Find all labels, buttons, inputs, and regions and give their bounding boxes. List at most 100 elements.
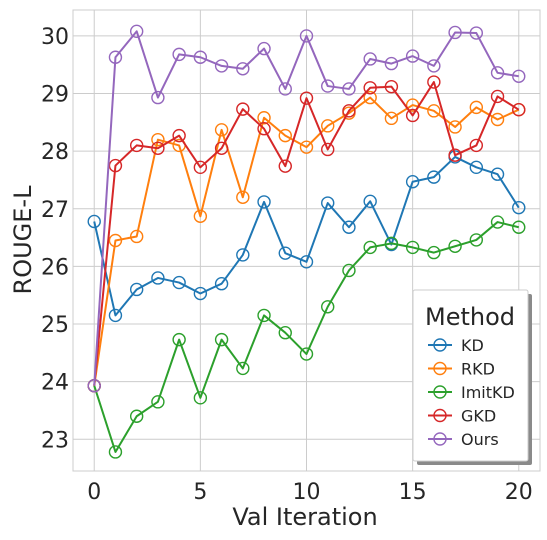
y-tick-label: 23	[41, 428, 69, 453]
data-point-gkd	[278, 159, 292, 173]
data-point-ours	[405, 49, 420, 63]
data-point-ours	[427, 59, 441, 73]
y-tick-label: 27	[41, 198, 69, 223]
data-point-kd	[427, 170, 441, 184]
data-point-rkd	[363, 90, 377, 105]
series-line-rkd	[93, 96, 520, 386]
legend-item-rkd: RKD	[428, 360, 495, 379]
data-point-imitkd	[448, 239, 462, 253]
data-point-ours	[384, 56, 399, 71]
data-point-ours	[448, 25, 462, 40]
data-point-imitkd	[490, 215, 505, 229]
data-point-ours	[299, 29, 314, 43]
legend-title: Method	[425, 303, 515, 331]
data-point-gkd	[321, 142, 335, 157]
data-point-rkd	[448, 120, 462, 134]
legend-item-gkd: GKD	[428, 407, 496, 426]
data-point-ours	[129, 24, 144, 39]
data-point-imitkd	[321, 300, 335, 314]
data-point-kd	[363, 194, 377, 209]
legend-marker-gkd	[433, 408, 447, 423]
data-point-kd	[469, 160, 484, 175]
data-point-kd	[490, 167, 505, 181]
data-point-gkd	[129, 138, 144, 153]
x-tick-label: 5	[193, 480, 207, 505]
series-line-ours	[93, 30, 519, 386]
data-point-ours	[278, 82, 292, 96]
data-point-rkd	[236, 190, 250, 204]
data-point-kd	[236, 248, 250, 262]
data-point-gkd	[405, 108, 420, 123]
data-point-ours	[193, 50, 208, 64]
data-point-kd	[87, 214, 101, 229]
data-point-imitkd	[363, 240, 377, 255]
data-point-kd	[342, 220, 356, 234]
data-point-gkd	[363, 81, 377, 95]
data-point-gkd	[427, 75, 441, 89]
data-point-gkd	[342, 104, 356, 118]
y-tick-label: 28	[41, 140, 69, 165]
data-point-imitkd	[405, 240, 420, 255]
series-layer	[87, 24, 526, 459]
data-point-imitkd	[193, 391, 208, 405]
data-point-imitkd	[151, 395, 165, 409]
legend-items: KD RKD ImitKD GKD Ours	[428, 336, 515, 449]
x-tick-label: 0	[87, 480, 101, 505]
data-point-rkd	[469, 100, 484, 115]
data-point-kd	[299, 255, 314, 269]
data-point-gkd	[214, 141, 229, 156]
legend-label-gkd: GKD	[461, 407, 496, 426]
data-point-gkd	[512, 102, 526, 117]
data-point-imitkd	[299, 347, 314, 361]
data-point-rkd	[490, 112, 505, 127]
data-point-gkd	[193, 160, 208, 175]
data-point-gkd	[384, 79, 399, 94]
data-point-ours	[108, 50, 123, 64]
data-point-rkd	[427, 104, 441, 118]
y-tick-label: 25	[41, 313, 69, 338]
data-point-ours	[342, 82, 356, 96]
legend-marker-rkd	[433, 361, 447, 376]
data-point-gkd	[236, 102, 250, 116]
data-point-rkd	[151, 132, 165, 147]
data-point-kd	[257, 195, 271, 209]
tick-labels: 0 5 10 15 20 23 24 25 26 27 28 29 30	[41, 25, 533, 505]
data-point-kd	[321, 196, 335, 210]
data-point-imitkd	[278, 326, 292, 340]
data-point-ours	[236, 62, 250, 76]
data-point-rkd	[257, 111, 271, 125]
data-point-ours	[214, 59, 229, 73]
data-point-rkd	[299, 140, 314, 154]
data-point-rkd	[129, 229, 144, 244]
data-point-kd	[512, 200, 526, 215]
data-point-ours	[321, 79, 335, 93]
legend-marker-ours	[433, 432, 447, 446]
legend-item-kd: KD	[428, 336, 484, 355]
legend-label-ours: Ours	[461, 430, 499, 449]
data-point-imitkd	[257, 308, 271, 323]
data-point-rkd	[193, 209, 208, 223]
data-point-rkd	[214, 123, 229, 137]
data-point-gkd	[299, 91, 314, 105]
x-tick-label: 10	[293, 480, 321, 505]
series-ours	[87, 24, 526, 393]
legend-box	[412, 289, 529, 462]
legend-marker-imitkd	[433, 385, 447, 399]
data-point-imitkd	[427, 245, 441, 260]
series-line-kd	[93, 155, 520, 317]
series-gkd	[87, 75, 526, 393]
data-point-imitkd	[236, 361, 250, 376]
legend-marker-kd	[433, 338, 447, 352]
data-point-ours	[172, 47, 186, 62]
series-kd	[87, 150, 526, 323]
legend-label-rkd: RKD	[461, 360, 495, 379]
data-point-gkd	[151, 141, 165, 156]
data-point-ours	[257, 41, 271, 56]
data-point-imitkd	[108, 445, 123, 459]
data-point-gkd	[469, 138, 484, 153]
legend-label-kd: KD	[461, 336, 484, 355]
x-axis-title: Val Iteration	[232, 503, 377, 531]
y-tick-label: 24	[41, 371, 69, 396]
legend: Method KD RKD ImitKD GKD Ours	[412, 289, 532, 465]
